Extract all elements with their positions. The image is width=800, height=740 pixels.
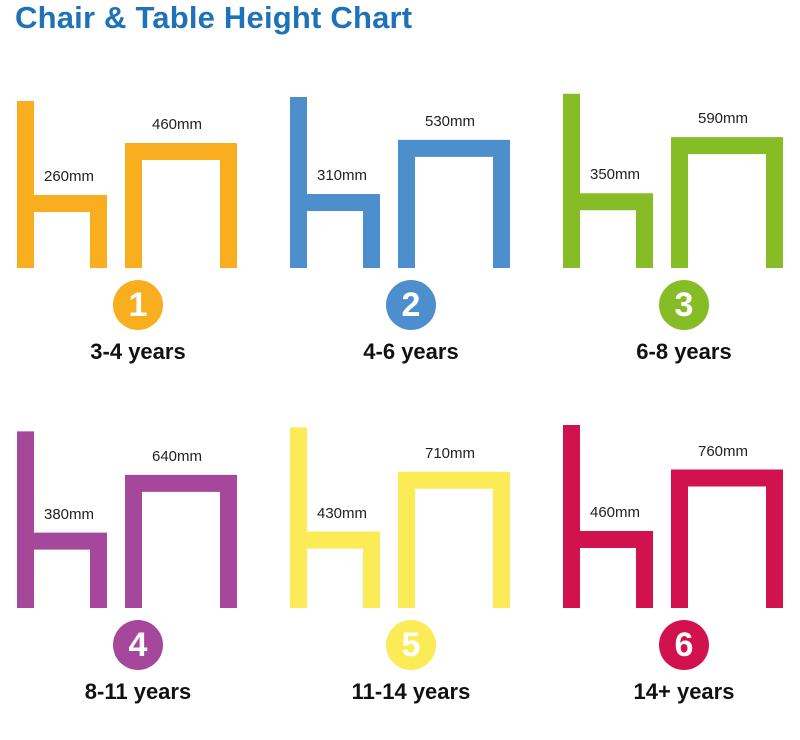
size-card: 310mm 530mm 2 4-6 years [278,80,544,400]
size-number-badge: 3 [659,280,709,330]
age-range: 3-4 years [90,339,186,364]
size-number-badge: 5 [386,620,436,670]
age-range: 8-11 years [84,679,192,704]
table-shape [398,139,510,268]
chair-table-figure [290,97,510,268]
size-number-badge: 4 [113,620,163,670]
size-card: 430mm 710mm 5 11-14 years [278,420,544,740]
page-title: Chair & Table Height Chart [15,0,413,35]
chair-table-figure [17,101,237,268]
size-card: 260mm 460mm 1 3-4 years [5,80,271,400]
chair-table-figure [563,93,783,268]
chair-height-label: 460mm [590,504,641,521]
chair-table-figure [563,425,783,608]
chair-shape [290,97,380,268]
table-shape [671,469,783,608]
table-height-label: 590mm [698,110,749,128]
chair-shape [563,93,653,268]
age-range: 11-14 years [351,679,471,704]
chair-shape [290,427,380,608]
table-height-label: 640mm [152,447,203,465]
table-height-label: 760mm [698,442,749,460]
age-range: 6-8 years [636,339,732,364]
chair-height-label: 380mm [44,505,95,523]
size-number-badge: 2 [386,280,436,330]
chair-height-label: 260mm [44,168,95,185]
age-range: 14+ years [633,679,735,704]
chair-shape [17,101,107,268]
chair-table-figure [290,427,510,608]
size-number-badge: 6 [659,620,709,670]
table-shape [671,137,783,268]
size-number-badge: 1 [113,280,163,330]
table-shape [398,471,510,608]
table-height-label: 460mm [152,116,203,133]
chair-height-label: 430mm [317,504,368,522]
size-card: 380mm 640mm 4 8-11 years [5,420,271,740]
table-height-label: 710mm [425,444,476,462]
size-card: 460mm 760mm 6 14+ years [551,420,800,740]
chair-shape [17,431,107,608]
table-shape [125,143,237,268]
chair-shape [563,425,653,608]
table-shape [125,474,237,608]
age-range: 4-6 years [363,339,459,364]
chair-height-label: 310mm [317,167,368,184]
size-card: 350mm 590mm 3 6-8 years [551,80,800,400]
table-height-label: 530mm [425,112,476,130]
chair-table-figure [17,431,237,608]
chair-height-label: 350mm [590,166,641,184]
